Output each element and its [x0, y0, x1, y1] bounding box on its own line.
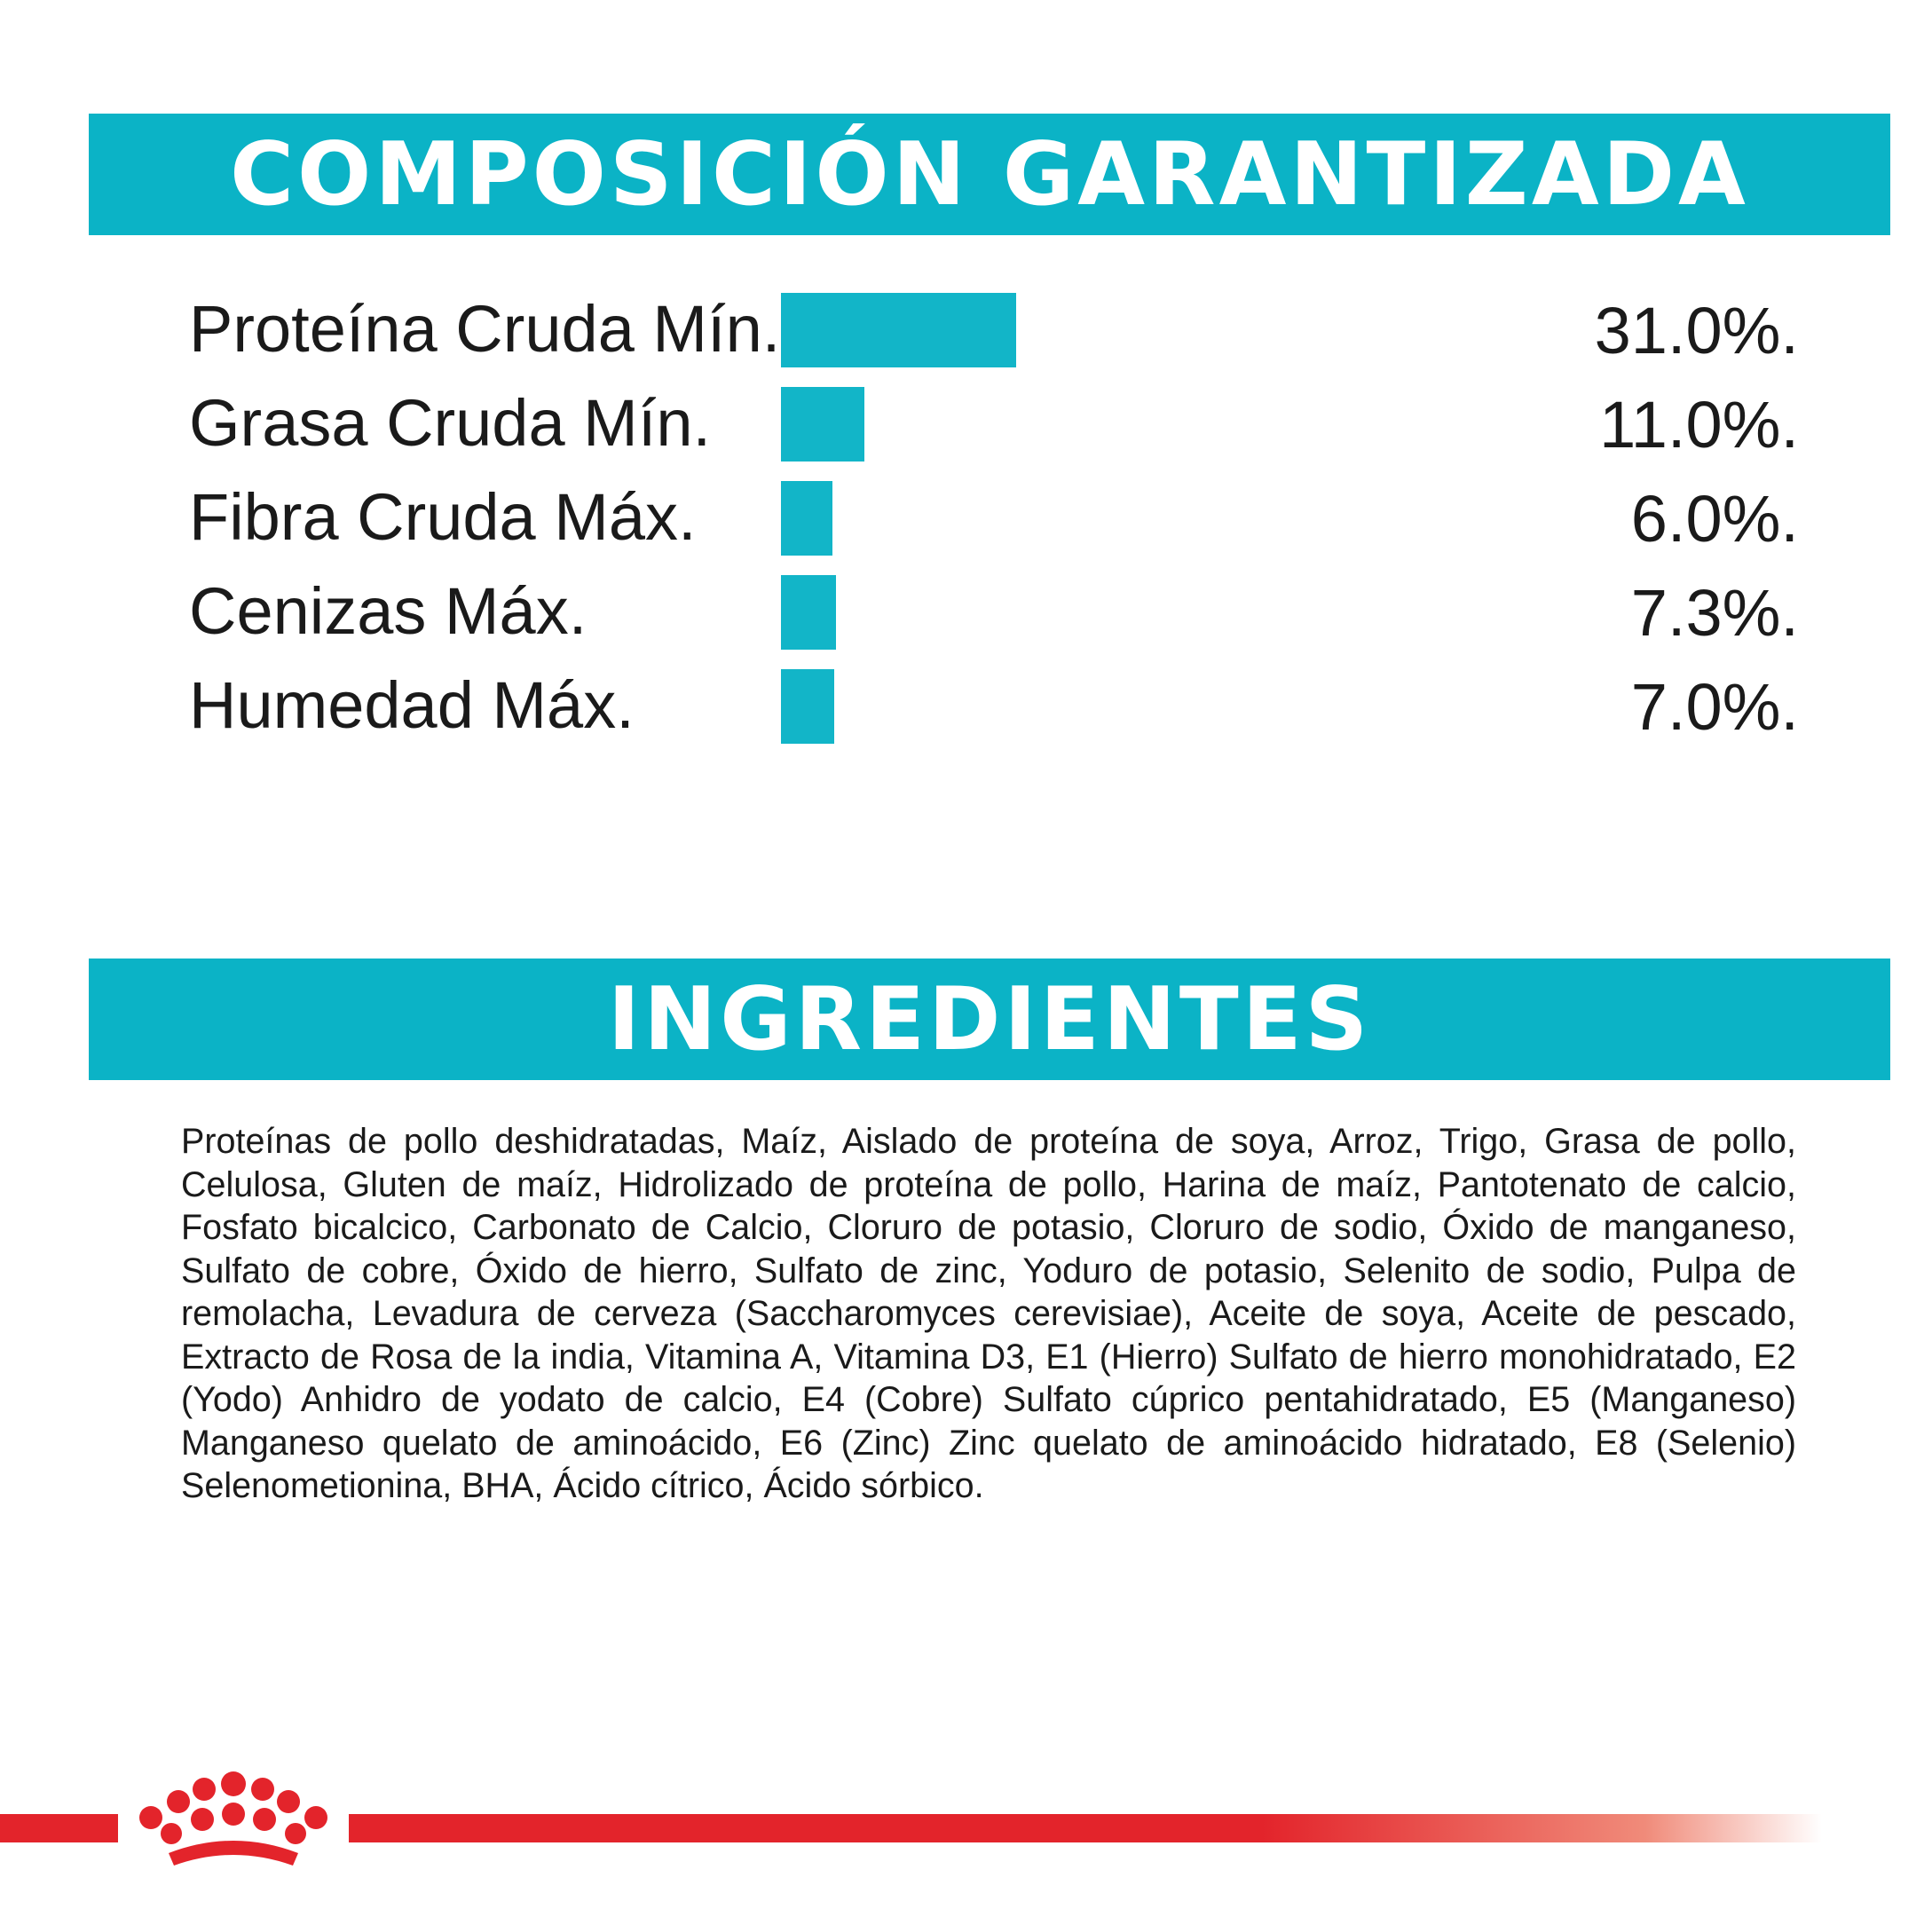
ingredients-list: Proteínas de pollo deshidratadas, Maíz, …	[181, 1122, 1796, 1505]
crown-dot	[193, 1778, 216, 1801]
bar-value-label: 7.3%.	[1630, 576, 1799, 650]
composition-title: COMPOSICIÓN GARANTIZADA	[230, 123, 1749, 225]
bar-value-label: 7.0%.	[1630, 670, 1799, 744]
crown-dot	[221, 1771, 246, 1796]
composition-chart: Proteína Cruda Mín. 31.0%. Grasa Cruda Mín…	[0, 0, 1932, 799]
ingredients-title: INGREDIENTES	[607, 968, 1372, 1070]
bar	[781, 481, 832, 556]
bar-label: Grasa Cruda Mín.	[189, 386, 712, 460]
bar	[781, 293, 1016, 367]
bar-label: Cenizas Máx.	[189, 574, 587, 648]
bar-value-label: 11.0%.	[1599, 388, 1799, 462]
bar-value-label: 6.0%.	[1630, 482, 1799, 556]
crown-dot	[253, 1808, 276, 1831]
crown-dot	[277, 1790, 300, 1813]
footer-stripe-left	[0, 1814, 118, 1842]
crown-dot	[222, 1803, 245, 1826]
crown-logo-icon	[139, 1771, 327, 1866]
bar-value-label: 31.0%.	[1594, 294, 1799, 367]
crown-dot	[251, 1778, 274, 1801]
bar	[781, 669, 834, 744]
crown-dot	[304, 1806, 327, 1829]
bar	[781, 387, 865, 462]
bar-label: Humedad Máx.	[189, 668, 635, 742]
crown-dot	[161, 1823, 182, 1844]
crown-dot	[139, 1806, 162, 1829]
footer-stripe-right	[349, 1814, 1822, 1842]
crown-base	[169, 1841, 298, 1866]
bar	[781, 575, 837, 650]
bar-label: Proteína Cruda Mín.	[189, 292, 781, 366]
bar-label: Fibra Cruda Máx.	[189, 480, 697, 554]
crown-dot	[167, 1790, 190, 1813]
crown-dot	[285, 1823, 306, 1844]
crown-dot	[191, 1808, 214, 1831]
composition-banner: COMPOSICIÓN GARANTIZADA	[89, 114, 1890, 235]
ingredients-banner: INGREDIENTES	[89, 959, 1890, 1080]
